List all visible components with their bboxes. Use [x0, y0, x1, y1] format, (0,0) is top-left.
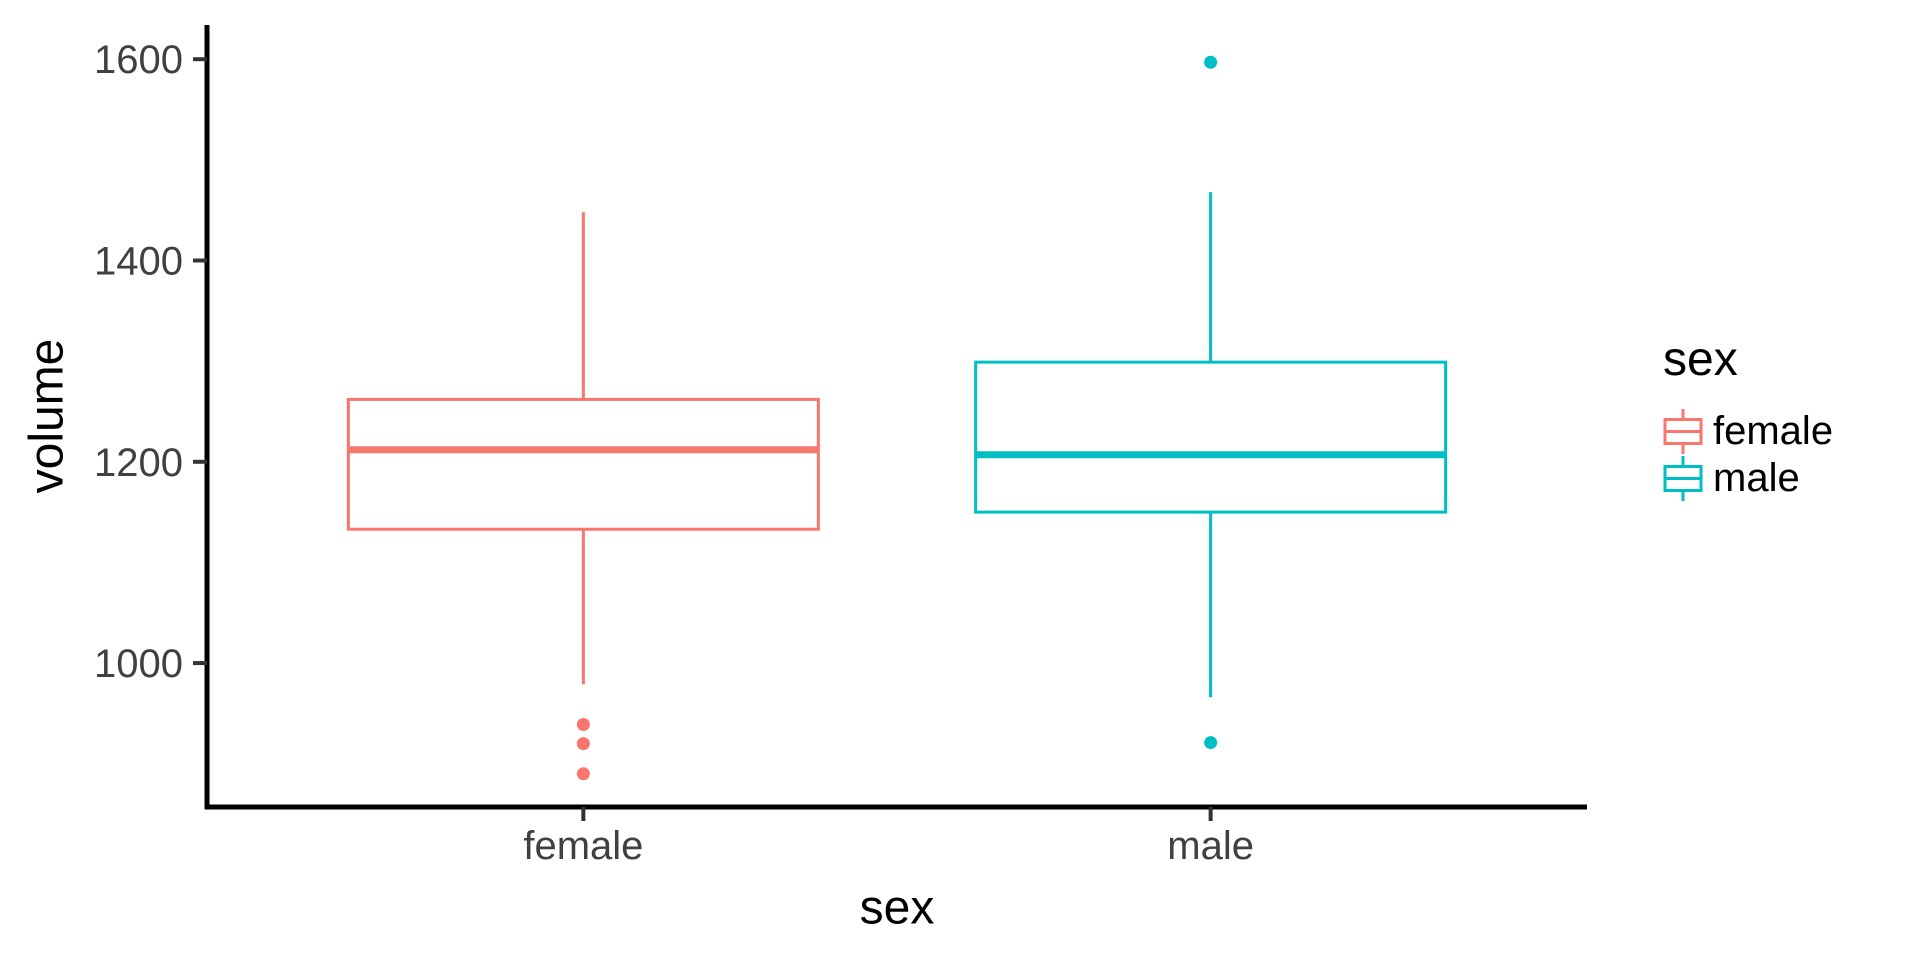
legend-item-male: male — [1663, 455, 1833, 502]
legend-item-label: female — [1713, 409, 1834, 453]
x-tick-label: female — [523, 824, 643, 868]
y-axis-title: volume — [20, 338, 74, 494]
legend-item-female: female — [1663, 408, 1833, 455]
outlier-dot-female — [576, 767, 590, 781]
legend-key-boxplot-icon — [1663, 409, 1703, 454]
legend-title: sex — [1663, 333, 1738, 386]
outlier-dot-male — [1204, 736, 1218, 750]
outlier-dot-female — [576, 717, 590, 731]
y-tick-label: 1400 — [94, 240, 183, 284]
legend: sex female male — [1663, 330, 1833, 502]
box-female — [346, 397, 820, 531]
y-tick-label: 1200 — [94, 441, 183, 485]
x-axis-title: sex — [859, 881, 935, 935]
y-tick-label: 1600 — [94, 38, 183, 82]
legend-key-boxplot-icon — [1663, 456, 1703, 501]
box-male — [974, 360, 1448, 514]
x-tick-label: male — [1167, 824, 1254, 868]
outlier-dot-male — [1204, 55, 1218, 69]
y-tick-label: 1000 — [94, 642, 183, 686]
legend-item-label: male — [1713, 456, 1800, 500]
outlier-dot-female — [576, 737, 590, 751]
legend-items: female male — [1663, 408, 1833, 502]
